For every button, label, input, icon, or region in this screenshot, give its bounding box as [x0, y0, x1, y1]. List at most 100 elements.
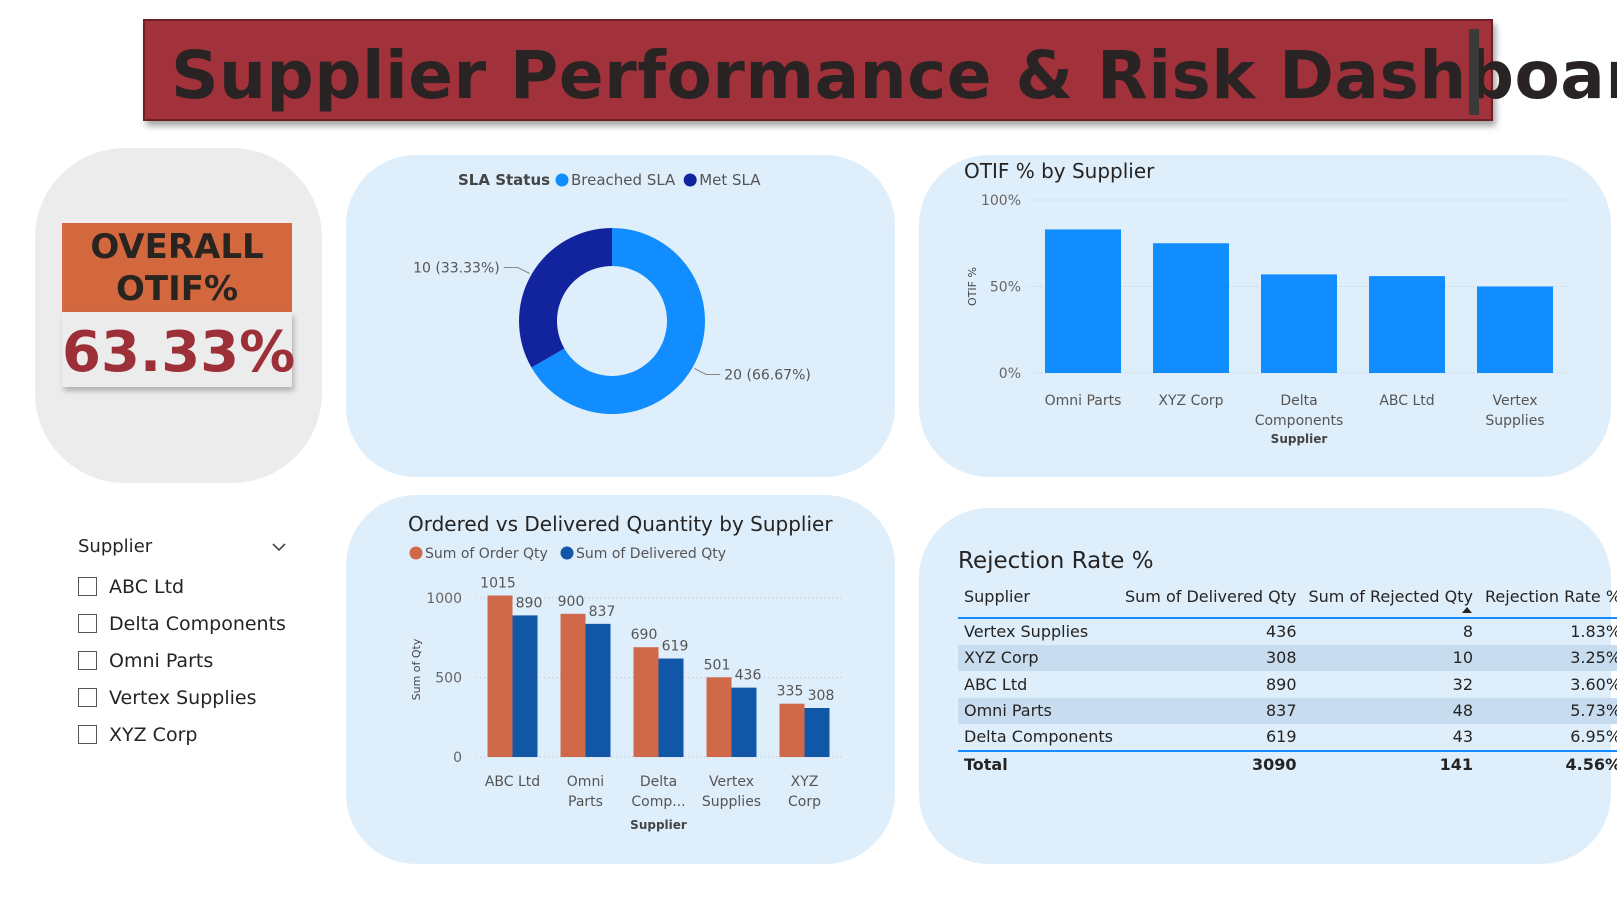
- bar: [487, 595, 513, 757]
- bar: [633, 647, 659, 757]
- otif-card: OTIF % by Supplier 0% 50% 100% OTIF % Omni P…: [919, 155, 1611, 477]
- qty-chart-title: Ordered vs Delivered Quantity by Supplie…: [408, 512, 833, 536]
- kpi-value-box: 63.33%: [62, 312, 296, 387]
- donut-slice: [531, 228, 705, 414]
- data-label: 690: [631, 627, 658, 643]
- column-header[interactable]: Sum of Delivered Qty: [1119, 584, 1303, 619]
- slicer-item-omni-parts[interactable]: Omni Parts: [78, 642, 288, 679]
- bar: [1477, 286, 1553, 373]
- checkbox[interactable]: [78, 688, 97, 707]
- table-cell: Delta Components: [964, 727, 1113, 747]
- table-row[interactable]: XYZ Corp 308 10 3.25%: [958, 644, 1617, 671]
- table-cell: 3.25%: [1479, 644, 1617, 671]
- slicer-item-xyz-corp[interactable]: XYZ Corp: [78, 716, 288, 753]
- x-tick-label: Vertex: [1492, 393, 1537, 409]
- y-axis-label: OTIF %: [966, 267, 979, 306]
- legend-marker: [683, 173, 697, 187]
- bar: [1045, 229, 1121, 373]
- checkbox[interactable]: [78, 725, 97, 744]
- data-label: 619: [662, 639, 689, 655]
- y-tick-label: 100%: [981, 193, 1021, 209]
- table-cell: 308: [1119, 644, 1303, 671]
- table-row[interactable]: Vertex Supplies 436 8 1.83%: [958, 618, 1617, 645]
- sla-status-card: SLA Status Breached SLA Met SLA 20 (66.67%)…: [346, 155, 895, 477]
- sla-donut-chart[interactable]: SLA Status Breached SLA Met SLA 20 (66.67%)…: [346, 155, 895, 477]
- table-cell: 5.73%: [1479, 697, 1617, 724]
- legend-marker: [555, 173, 569, 187]
- data-label: 837: [589, 604, 616, 620]
- y-tick-label: 500: [435, 670, 462, 686]
- sort-ascending-icon[interactable]: [1462, 607, 1472, 613]
- otif-bar-chart[interactable]: 0% 50% 100% OTIF % Omni Parts XYZ Corp Delta Co…: [919, 155, 1611, 477]
- rejection-table-title: Rejection Rate %: [958, 548, 1154, 574]
- table-cell: Vertex Supplies: [964, 622, 1089, 642]
- table-cell: XYZ Corp: [958, 644, 1119, 671]
- table-cell: 619: [1265, 727, 1297, 747]
- data-label: 436: [735, 668, 762, 684]
- ordered-delivered-bar-chart[interactable]: Sum of Order Qty Sum of Delivered Qty 0 500…: [346, 495, 895, 864]
- x-tick-label: Omni: [567, 774, 604, 790]
- table-cell: 8: [1462, 622, 1473, 642]
- bar: [779, 703, 805, 757]
- x-tick-label: Parts: [568, 794, 603, 810]
- chevron-down-icon[interactable]: [270, 538, 288, 556]
- column-header[interactable]: Rejection Rate %: [1479, 584, 1617, 619]
- y-tick-label: 0%: [999, 366, 1021, 382]
- x-tick-label: ABC Ltd: [1379, 393, 1434, 409]
- slicer-item-label: Delta Components: [109, 612, 286, 635]
- slicer-item-delta-components[interactable]: Delta Components: [78, 605, 288, 642]
- table-cell: 3090: [1119, 749, 1303, 777]
- column-header[interactable]: Supplier: [958, 584, 1119, 619]
- x-tick-label: Supplies: [702, 794, 761, 810]
- bar: [804, 708, 830, 757]
- legend-title: SLA Status: [458, 171, 550, 189]
- slicer-header[interactable]: Supplier: [78, 536, 288, 562]
- bar: [731, 687, 757, 757]
- legend-label: Sum of Delivered Qty: [576, 546, 726, 562]
- table-header-row: Supplier Sum of Delivered Qty Sum of Rej…: [958, 584, 1617, 619]
- bar: [1153, 243, 1229, 373]
- otif-chart-title: OTIF % by Supplier: [964, 159, 1155, 183]
- checkbox[interactable]: [78, 614, 97, 633]
- y-tick-label: 50%: [990, 280, 1021, 296]
- rejection-rate-table: Supplier Sum of Delivered Qty Sum of Rej…: [958, 584, 1617, 777]
- data-label: 20 (66.67%): [724, 368, 811, 384]
- table-cell: 1.83%: [1570, 622, 1617, 642]
- table-row[interactable]: ABC Ltd 890 32 3.60%: [958, 671, 1617, 698]
- legend-marker: [560, 546, 574, 560]
- checkbox[interactable]: [78, 651, 97, 670]
- supplier-slicer: Supplier ABC Ltd Delta Components Omni P…: [78, 536, 288, 753]
- x-tick-label: Delta: [640, 774, 677, 790]
- table-total-row: Total 3090 141 4.56%: [958, 749, 1617, 777]
- legend-label: Sum of Order Qty: [425, 546, 548, 562]
- bar: [1261, 274, 1337, 373]
- table-row[interactable]: Delta Components 619 43 6.95%: [958, 724, 1617, 751]
- data-label: 890: [516, 595, 543, 611]
- data-label: 1015: [480, 576, 516, 592]
- checkbox[interactable]: [78, 577, 97, 596]
- kpi-value: 63.33%: [62, 320, 296, 385]
- column-header[interactable]: Sum of Rejected Qty: [1302, 584, 1479, 619]
- table-cell: 890: [1265, 674, 1297, 694]
- table-cell: 32: [1452, 674, 1473, 694]
- slicer-item-label: XYZ Corp: [109, 723, 198, 746]
- x-tick-label: Delta: [1280, 393, 1317, 409]
- y-axis-label: Sum of Qty: [410, 638, 423, 700]
- slicer-item-vertex-supplies[interactable]: Vertex Supplies: [78, 679, 288, 716]
- bar: [560, 613, 586, 757]
- title-accent-bar: [1469, 29, 1479, 115]
- slicer-item-abc-ltd[interactable]: ABC Ltd: [78, 568, 288, 605]
- ordered-vs-delivered-card: Ordered vs Delivered Quantity by Supplie…: [346, 495, 895, 864]
- bar: [512, 615, 538, 757]
- table-row[interactable]: Omni Parts 837 48 5.73%: [958, 697, 1617, 724]
- title-banner: Supplier Performance & Risk Dashboard: [143, 19, 1617, 121]
- slicer-item-label: Vertex Supplies: [109, 686, 257, 709]
- data-label: 501: [704, 657, 731, 673]
- x-tick-label: Corp: [788, 794, 821, 810]
- x-tick-label: XYZ: [791, 774, 819, 790]
- table-cell: 4.56%: [1479, 749, 1617, 777]
- table-cell: ABC Ltd: [964, 674, 1028, 694]
- leader-line: [503, 267, 530, 274]
- y-tick-label: 0: [453, 750, 462, 766]
- bar: [585, 623, 611, 757]
